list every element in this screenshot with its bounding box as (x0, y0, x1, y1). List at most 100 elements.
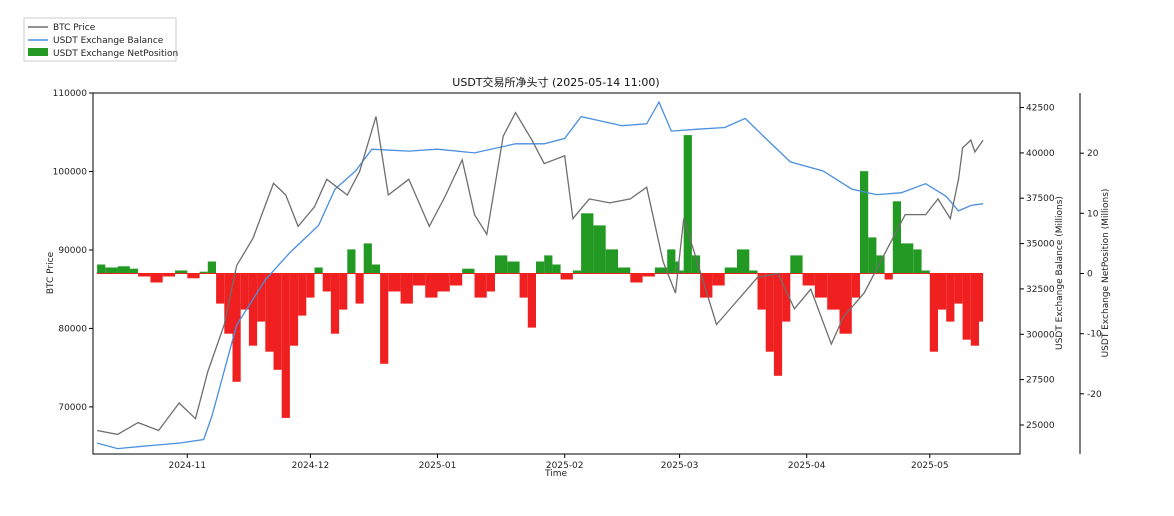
y-right2-tick-label: -10 (1087, 330, 1102, 340)
netposition-positive-bar (129, 268, 139, 274)
y-right-axis-title: USDT Exchange Balance (Millions) (1055, 196, 1065, 350)
x-tick-label: 2025-05 (911, 461, 949, 471)
y-left-tick-label: 70000 (58, 403, 87, 413)
netposition-negative-bar (322, 273, 331, 292)
netposition-positive-bar (654, 267, 668, 274)
y-right2-axis-ticks: -20 -10 0 10 20 (1080, 149, 1102, 400)
netposition-positive-bar (737, 249, 750, 274)
netposition-negative-bar (827, 273, 840, 310)
netposition-negative-bar (400, 273, 413, 304)
y-right2-tick-label: 20 (1087, 149, 1099, 159)
netposition-positive-bar (536, 261, 545, 274)
netposition-positive-bar (593, 225, 606, 274)
y-right-tick-label: 35000 (1026, 240, 1055, 250)
y-right2-axis-title: USDT Exchange NetPosition (Millions) (1101, 189, 1111, 358)
netposition-negative-bar (425, 273, 438, 298)
y-right-tick-label: 32500 (1026, 285, 1055, 295)
netposition-positive-bar (175, 270, 188, 274)
netposition-positive-bar (892, 201, 901, 274)
netposition-positive-bar (921, 270, 930, 274)
y-right-tick-label: 37500 (1026, 194, 1055, 204)
x-axis-ticks: 2024-11 2024-12 2025-01 2025-02 2025-03 2025-… (168, 454, 949, 471)
netposition-positive-bar (347, 249, 356, 274)
netposition-negative-bar (884, 273, 893, 280)
netposition-positive-bar (667, 249, 676, 274)
netposition-positive-bar (371, 264, 381, 274)
y-left-tick-label: 110000 (53, 89, 88, 99)
netposition-negative-bar (757, 273, 766, 310)
netposition-negative-bar (782, 273, 791, 322)
netposition-negative-bar (388, 273, 401, 292)
netposition-negative-bar (486, 273, 495, 292)
netposition-positive-bar (868, 237, 877, 274)
netposition-negative-bar (765, 273, 774, 352)
x-tick-label: 2025-01 (419, 461, 457, 471)
netposition-positive-bar (790, 255, 803, 274)
netposition-negative-bar (979, 273, 984, 322)
y-left-tick-label: 100000 (53, 168, 88, 178)
netposition-negative-bar (273, 273, 282, 370)
netposition-negative-bar (257, 273, 266, 322)
netposition-negative-bar (355, 273, 364, 304)
netposition-positive-bar (363, 243, 372, 274)
netposition-negative-bar (954, 273, 963, 304)
netposition-negative-bar (449, 273, 463, 286)
netposition-negative-bar (150, 273, 163, 283)
y-right-tick-label: 40000 (1026, 149, 1055, 159)
y-left-axis-title: BTC Price (46, 251, 56, 294)
netposition-negative-bar (527, 273, 536, 328)
netposition-negative-bar (330, 273, 340, 334)
legend-box (23, 17, 177, 62)
netposition-positive-bar (314, 267, 323, 274)
netposition-negative-bar (802, 273, 815, 286)
y-left-axis-ticks: 70000 80000 90000 100000 110000 (53, 89, 93, 413)
netposition-positive-bar (117, 266, 130, 274)
netposition-positive-bar (507, 261, 520, 274)
x-tick-label: 2025-04 (788, 461, 826, 471)
netposition-positive-bar (105, 267, 118, 274)
btc-price-line (96, 111, 984, 436)
netposition-positive-bar (691, 255, 701, 274)
y-right-axis-ticks: 25000 27500 30000 32500 35000 37500 40000 42500 (1020, 104, 1055, 431)
netposition-negative-bar (187, 273, 200, 279)
netposition-positive-bar (207, 261, 216, 274)
netposition-negative-bar (240, 273, 249, 310)
netposition-negative-bar (248, 273, 258, 346)
balance-line (96, 100, 984, 450)
netposition-positive-bar (462, 268, 475, 274)
y-right2-tick-label: -20 (1087, 390, 1102, 400)
netposition-area-group (97, 135, 984, 418)
x-tick-label: 2024-12 (292, 461, 330, 471)
plot-frame (92, 92, 1021, 455)
netposition-positive-bar (572, 270, 582, 274)
netposition-positive-bar (679, 270, 684, 274)
btc-line-group (96, 111, 984, 436)
netposition-positive-bar (544, 255, 553, 274)
y-left-tick-label: 90000 (58, 246, 87, 256)
legend-label-usdt-netposition: USDT Exchange NetPosition (53, 49, 178, 59)
netposition-negative-bar (412, 273, 426, 286)
netposition-positive-bar (618, 267, 631, 274)
x-tick-label: 2025-03 (661, 461, 699, 471)
netposition-negative-bar (773, 273, 783, 376)
y-right2-tick-label: 10 (1087, 209, 1099, 219)
netposition-positive-bar (552, 264, 561, 274)
netposition-negative-bar (839, 273, 852, 334)
netposition-negative-bar (162, 273, 175, 277)
y-right2-tick-label: 0 (1087, 270, 1093, 280)
netposition-negative-bar (814, 273, 828, 298)
y-right-tick-label: 27500 (1026, 376, 1055, 386)
netposition-negative-bar (281, 273, 290, 418)
netposition-negative-bar (298, 273, 307, 316)
netposition-positive-bar (605, 249, 618, 274)
netposition-positive-bar (724, 267, 737, 274)
netposition-negative-bar (642, 273, 655, 277)
netposition-positive-bar (683, 135, 692, 274)
netposition-negative-bar (962, 273, 971, 340)
y-left-tick-label: 80000 (58, 324, 87, 334)
netposition-negative-bar (474, 273, 487, 298)
netposition-negative-bar (216, 273, 225, 304)
legend-label-btc-price: BTC Price (53, 23, 96, 33)
netposition-positive-bar (860, 171, 869, 274)
